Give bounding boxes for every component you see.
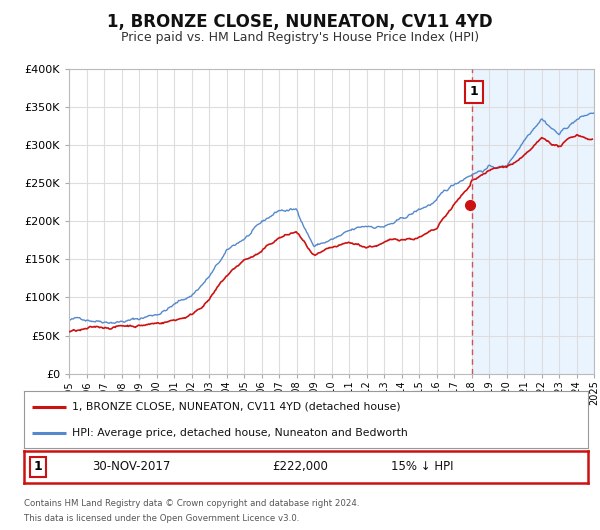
Text: 1: 1 [470, 85, 479, 98]
Text: 1: 1 [34, 461, 43, 473]
Text: Price paid vs. HM Land Registry's House Price Index (HPI): Price paid vs. HM Land Registry's House … [121, 31, 479, 44]
Bar [472, 69, 594, 374]
Text: £222,000: £222,000 [272, 461, 328, 473]
Text: 15% ↓ HPI: 15% ↓ HPI [391, 461, 453, 473]
Text: 1, BRONZE CLOSE, NUNEATON, CV11 4YD: 1, BRONZE CLOSE, NUNEATON, CV11 4YD [107, 13, 493, 31]
Text: This data is licensed under the Open Government Licence v3.0.: This data is licensed under the Open Gov… [24, 514, 299, 523]
Text: HPI: Average price, detached house, Nuneaton and Bedworth: HPI: Average price, detached house, Nune… [72, 428, 407, 438]
Text: 30-NOV-2017: 30-NOV-2017 [92, 461, 170, 473]
Text: Contains HM Land Registry data © Crown copyright and database right 2024.: Contains HM Land Registry data © Crown c… [24, 499, 359, 508]
Text: 1, BRONZE CLOSE, NUNEATON, CV11 4YD (detached house): 1, BRONZE CLOSE, NUNEATON, CV11 4YD (det… [72, 402, 401, 412]
